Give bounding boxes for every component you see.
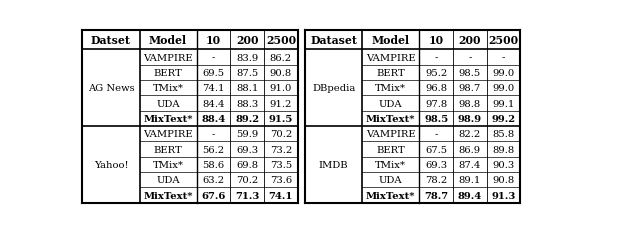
Text: -: - [212,53,215,62]
Text: AG News: AG News [88,84,134,93]
Text: 58.6: 58.6 [202,160,225,169]
Text: 98.7: 98.7 [459,84,481,93]
Text: Yahoo!: Yahoo! [93,160,128,169]
Text: 67.6: 67.6 [201,191,226,200]
Text: 88.4: 88.4 [202,115,225,123]
Text: 82.2: 82.2 [459,130,481,139]
Text: BERT: BERT [154,69,182,78]
Text: 87.5: 87.5 [236,69,259,78]
Text: 99.1: 99.1 [492,99,515,108]
Text: 98.9: 98.9 [458,115,482,123]
Text: Model: Model [149,35,187,46]
Text: TMix*: TMix* [152,84,184,93]
Text: Dataset: Dataset [310,35,357,46]
Text: VAMPIRE: VAMPIRE [143,53,193,62]
Text: 99.2: 99.2 [492,115,516,123]
Text: 88.1: 88.1 [236,84,259,93]
Text: -: - [435,53,438,62]
Text: 78.7: 78.7 [424,191,448,200]
Text: 200: 200 [459,35,481,46]
Text: 91.0: 91.0 [269,84,292,93]
Text: TMix*: TMix* [375,84,406,93]
Text: TMix*: TMix* [375,160,406,169]
Text: 95.2: 95.2 [425,69,447,78]
Text: 90.8: 90.8 [492,176,515,185]
Text: VAMPIRE: VAMPIRE [143,130,193,139]
Text: 78.2: 78.2 [425,176,447,185]
Text: BERT: BERT [154,145,182,154]
Text: 69.5: 69.5 [202,69,225,78]
Text: -: - [212,130,215,139]
Text: 87.4: 87.4 [459,160,481,169]
Text: BERT: BERT [376,145,405,154]
Text: 98.8: 98.8 [459,99,481,108]
Text: MixText*: MixText* [143,115,193,123]
Text: 84.4: 84.4 [202,99,225,108]
Text: 99.0: 99.0 [492,84,515,93]
Text: 91.3: 91.3 [492,191,516,200]
Text: -: - [435,130,438,139]
Text: BERT: BERT [376,69,405,78]
Text: 59.9: 59.9 [236,130,259,139]
Text: 90.3: 90.3 [492,160,515,169]
Text: 89.4: 89.4 [458,191,482,200]
Text: TMix*: TMix* [152,160,184,169]
Text: 86.2: 86.2 [270,53,292,62]
Text: 74.1: 74.1 [202,84,225,93]
Text: 99.0: 99.0 [492,69,515,78]
Text: UDA: UDA [156,99,180,108]
Text: UDA: UDA [379,99,403,108]
Text: IMDB: IMDB [319,160,349,169]
Text: 10: 10 [429,35,444,46]
Text: 69.8: 69.8 [236,160,258,169]
Text: 56.2: 56.2 [202,145,225,154]
Text: 200: 200 [236,35,259,46]
Text: 86.9: 86.9 [459,145,481,154]
Text: MixText*: MixText* [366,115,415,123]
Text: 2500: 2500 [266,35,296,46]
Text: Datset: Datset [91,35,131,46]
Text: 63.2: 63.2 [202,176,225,185]
Text: 69.3: 69.3 [236,145,258,154]
Text: 2500: 2500 [488,35,518,46]
Text: 98.5: 98.5 [459,69,481,78]
Text: 91.2: 91.2 [269,99,292,108]
Text: 96.8: 96.8 [425,84,447,93]
Text: 74.1: 74.1 [269,191,293,200]
Text: MixText*: MixText* [143,191,193,200]
Text: 70.2: 70.2 [269,130,292,139]
Text: 98.5: 98.5 [424,115,448,123]
Text: 85.8: 85.8 [492,130,515,139]
Text: 89.8: 89.8 [492,145,515,154]
Text: 73.6: 73.6 [270,176,292,185]
Text: 97.8: 97.8 [425,99,447,108]
Text: 10: 10 [206,35,221,46]
Text: 70.2: 70.2 [236,176,259,185]
Text: 73.2: 73.2 [269,145,292,154]
Text: UDA: UDA [379,176,403,185]
Text: 90.8: 90.8 [269,69,292,78]
Text: Model: Model [372,35,410,46]
Text: 89.1: 89.1 [459,176,481,185]
Text: -: - [468,53,472,62]
Text: 89.2: 89.2 [235,115,259,123]
Text: VAMPIRE: VAMPIRE [366,53,415,62]
Text: 69.3: 69.3 [425,160,447,169]
Text: MixText*: MixText* [366,191,415,200]
Text: UDA: UDA [156,176,180,185]
Text: 71.3: 71.3 [235,191,259,200]
Text: 67.5: 67.5 [425,145,447,154]
Text: DBpedia: DBpedia [312,84,355,93]
Text: 83.9: 83.9 [236,53,259,62]
Text: VAMPIRE: VAMPIRE [366,130,415,139]
Text: 88.3: 88.3 [236,99,259,108]
Text: -: - [502,53,505,62]
Text: 73.5: 73.5 [269,160,292,169]
Text: 91.5: 91.5 [269,115,293,123]
